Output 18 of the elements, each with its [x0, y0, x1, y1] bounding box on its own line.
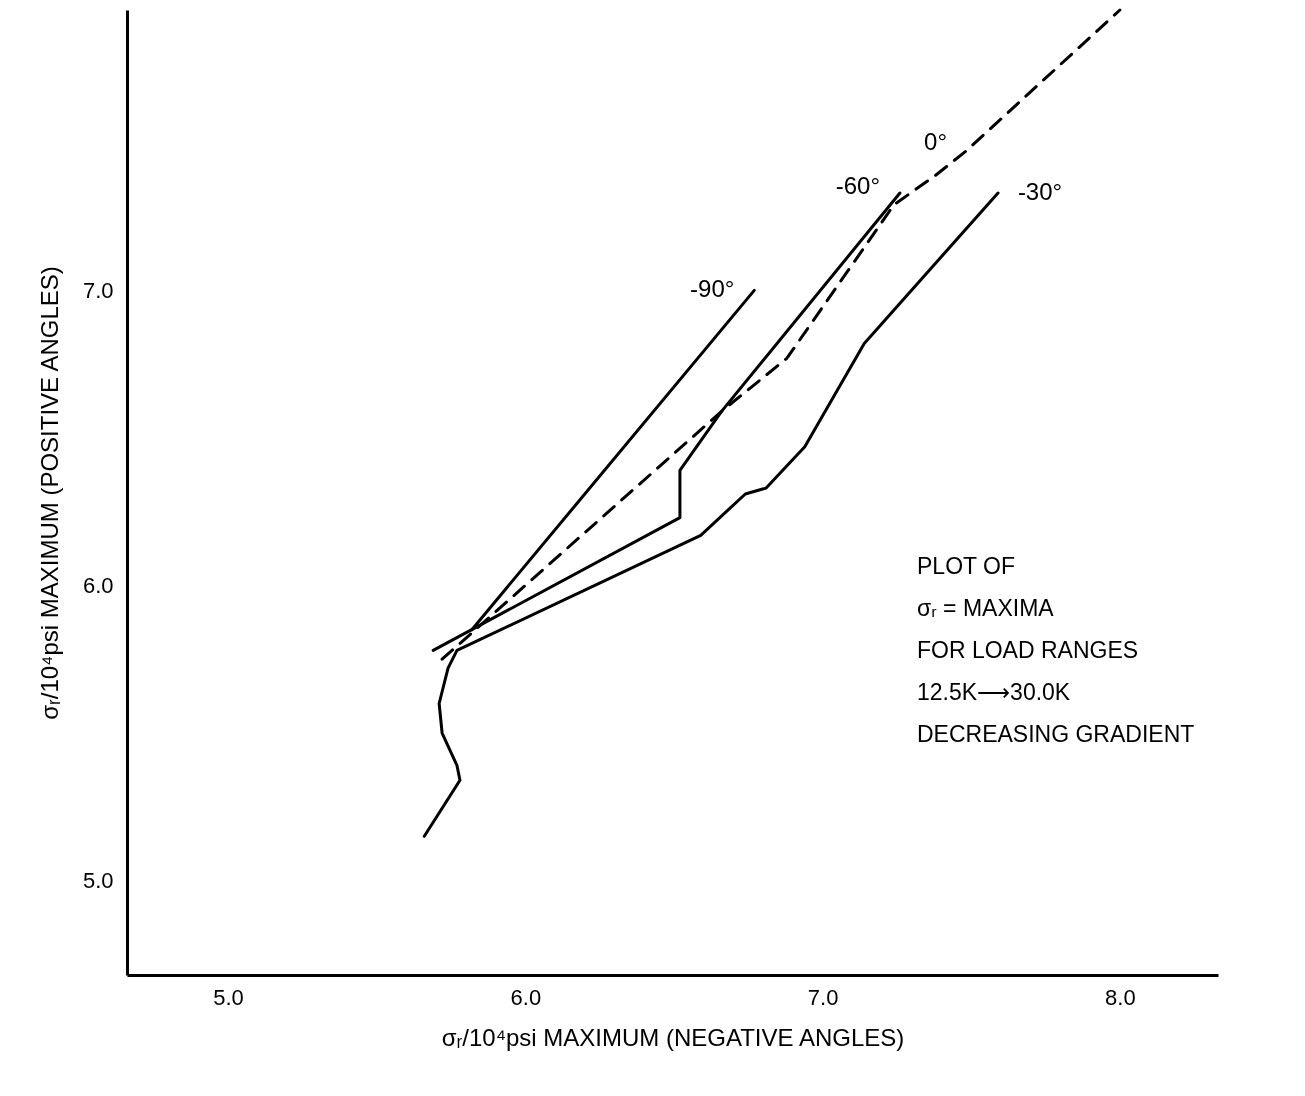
- annotation: FOR LOAD RANGES: [917, 637, 1139, 663]
- x-tick-label: 6.0: [510, 984, 542, 1010]
- y-tick-label: 7.0: [82, 277, 114, 303]
- annotation: σᵣ = MAXIMA: [917, 595, 1055, 621]
- x-axis-title: σᵣ/10⁴psi MAXIMUM (NEGATIVE ANGLES): [441, 1023, 905, 1051]
- series-label: -60°: [835, 171, 881, 199]
- x-tick-label: 7.0: [807, 984, 839, 1010]
- series-label: -90°: [690, 275, 735, 303]
- y-tick-label: 5.0: [82, 868, 114, 894]
- y-axis-title: σᵣ/10⁴psi MAXIMUM (POSITIVE ANGLES): [35, 266, 63, 720]
- series-label: -30°: [1017, 177, 1063, 205]
- series-label: 0°: [924, 128, 948, 156]
- y-tick-label: 6.0: [82, 572, 114, 598]
- annotation: 12.5K⟶30.0K: [917, 679, 1071, 705]
- annotation: DECREASING GRADIENT: [917, 721, 1195, 747]
- x-tick-label: 5.0: [213, 984, 244, 1010]
- x-tick-label: 8.0: [1105, 984, 1136, 1010]
- annotation: PLOT OF: [917, 553, 1015, 579]
